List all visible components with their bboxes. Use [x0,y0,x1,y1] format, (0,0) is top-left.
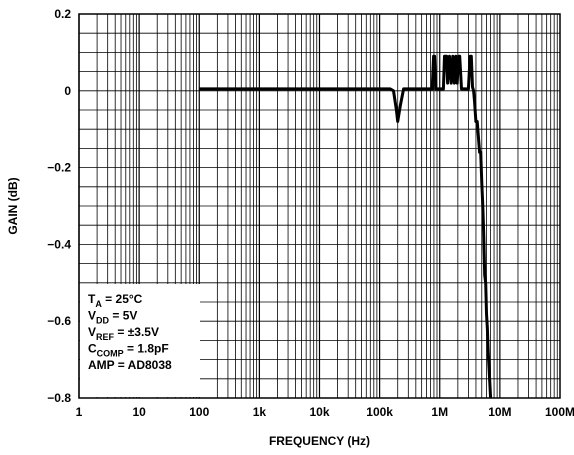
y-axis-label: GAIN (dB) [6,177,20,234]
y-tick-labels: 0.2 0 −0.2 −0.4 −0.6 −0.8 [47,7,71,405]
x-tick-label: 100k [366,405,393,419]
condition-subscript: COMP [97,349,124,359]
chart-grid [78,14,560,398]
test-conditions: TA = 25°C VDD = 5V VREF = ±3.5V CCOMP = 1.8… [88,292,172,372]
x-tick-label: 100M [545,405,574,419]
condition-value: = ±3.5V [114,325,159,339]
x-tick-label: 1M [431,405,448,419]
condition-line: V [88,325,96,339]
condition-value: = 25°C [102,292,143,306]
condition-line: C [88,342,97,356]
condition-line: AMP = AD8038 [88,358,172,372]
condition-value: = 5V [109,309,137,323]
condition-subscript: DD [96,316,109,326]
x-tick-label: 100 [189,405,209,419]
x-tick-label: 10k [309,405,329,419]
conditions-box [80,284,200,397]
condition-line: T [88,292,96,306]
y-tick-label: 0.2 [54,7,71,21]
y-tick-label: −0.6 [47,314,71,328]
x-tick-label: 1k [253,405,267,419]
x-tick-label: 10M [488,405,511,419]
x-tick-labels: 1 10 100 1k 10k 100k 1M 10M 100M [76,405,574,419]
gain-series-line [199,54,493,399]
x-tick-label: 10 [132,405,146,419]
x-axis-label: FREQUENCY (Hz) [269,434,370,448]
y-tick-label: −0.8 [47,391,71,405]
series-layer [199,54,493,399]
plot-frame [78,13,561,399]
condition-value: = 1.8pF [124,342,169,356]
y-tick-label: −0.2 [47,161,71,175]
y-tick-label: 0 [64,84,71,98]
condition-subscript: A [95,299,102,309]
y-tick-label: −0.4 [47,237,71,251]
condition-subscript: REF [96,332,115,342]
x-tick-label: 1 [76,405,83,419]
condition-line: V [88,309,96,323]
